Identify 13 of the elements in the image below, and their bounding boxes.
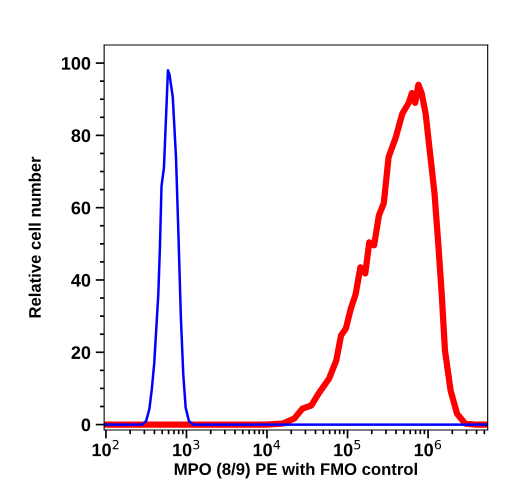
x-tick-label: 10$^{4}$ bbox=[254, 440, 280, 456]
y-tick-label: 100 bbox=[62, 57, 90, 70]
x-tick-label: 10$^{6}$ bbox=[414, 440, 442, 456]
x-tick-label: 10$^{5}$ bbox=[334, 440, 360, 456]
x-tick-label: 10$^{2}$ bbox=[92, 440, 119, 456]
y-tick-label: 20 bbox=[71, 346, 90, 359]
y-axis-title: Relative cell number bbox=[28, 156, 41, 318]
x-tick-label: 10$^{3}$ bbox=[173, 440, 200, 456]
x-axis-title: MPO (8/9) PE with FMO control bbox=[174, 462, 417, 478]
y-tick-label: 80 bbox=[71, 129, 90, 142]
y-tick-label: 60 bbox=[72, 202, 90, 214]
y-tick-label: 0 bbox=[82, 418, 90, 432]
y-tick-label: 40 bbox=[71, 274, 90, 287]
